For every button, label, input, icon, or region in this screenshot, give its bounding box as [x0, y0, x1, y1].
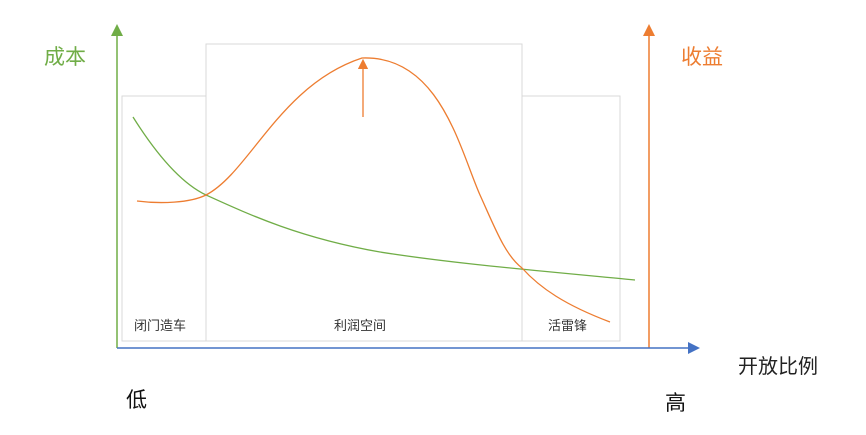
zone-closed-box	[121, 95, 207, 342]
x-axis-label: 开放比例	[738, 354, 818, 378]
revenue-axis-label: 收益	[681, 45, 723, 69]
x-axis-low-label: 低	[126, 388, 147, 412]
zone-profit-label: 利润空间	[334, 319, 387, 334]
zone-altruist-box	[521, 95, 621, 342]
x-axis-high-label: 高	[665, 391, 686, 415]
cost-curve	[132, 116, 636, 281]
zone-closed-label: 闭门造车	[134, 319, 187, 334]
revenue-curve	[136, 57, 611, 323]
zone-altruist-label: 活雷锋	[548, 319, 588, 334]
cost-axis-label: 成本	[44, 45, 86, 69]
zone-profit-box	[205, 43, 523, 342]
